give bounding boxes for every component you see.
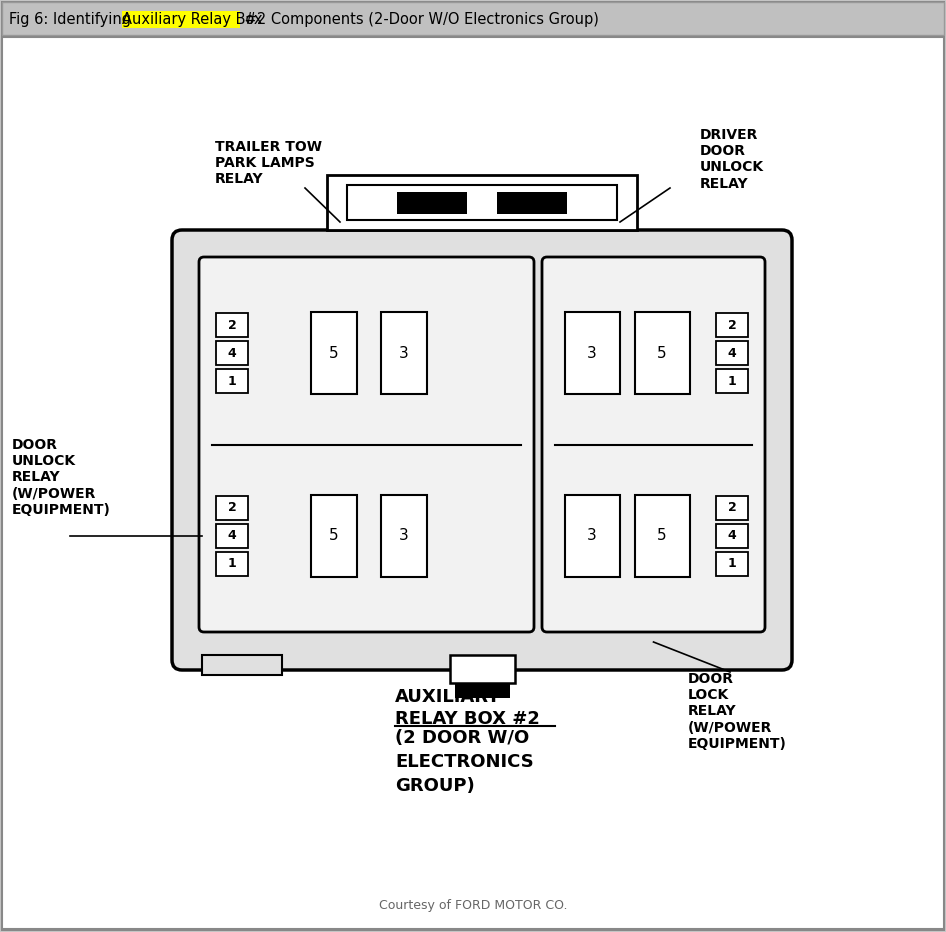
FancyBboxPatch shape bbox=[542, 257, 765, 632]
Bar bbox=[635, 312, 690, 394]
Bar bbox=[216, 313, 248, 337]
Bar bbox=[716, 369, 748, 393]
Text: 4: 4 bbox=[228, 529, 236, 542]
Text: ELECTRONICS: ELECTRONICS bbox=[395, 753, 534, 771]
Bar bbox=[216, 524, 248, 548]
Bar bbox=[397, 191, 467, 213]
Text: DOOR
LOCK
RELAY
(W/POWER
EQUIPMENT): DOOR LOCK RELAY (W/POWER EQUIPMENT) bbox=[688, 672, 787, 751]
Text: Auxiliary Relay Box: Auxiliary Relay Box bbox=[122, 12, 262, 27]
Bar bbox=[216, 369, 248, 393]
Text: (2 DOOR W/O: (2 DOOR W/O bbox=[395, 729, 529, 747]
Text: 5: 5 bbox=[657, 528, 667, 543]
Bar bbox=[2, 2, 944, 35]
Text: 1: 1 bbox=[228, 557, 236, 570]
Bar bbox=[381, 312, 427, 394]
Text: 3: 3 bbox=[399, 346, 409, 361]
Text: 1: 1 bbox=[228, 375, 236, 388]
Text: Courtesy of FORD MOTOR CO.: Courtesy of FORD MOTOR CO. bbox=[378, 898, 568, 911]
FancyBboxPatch shape bbox=[172, 230, 792, 670]
Text: 1: 1 bbox=[727, 557, 736, 570]
Bar bbox=[122, 11, 240, 28]
Text: 3: 3 bbox=[587, 346, 597, 361]
Text: 3: 3 bbox=[399, 528, 409, 543]
Bar bbox=[381, 495, 427, 577]
Bar bbox=[216, 496, 248, 520]
Bar bbox=[454, 683, 510, 698]
Text: 2: 2 bbox=[228, 501, 236, 514]
Text: #2 Components (2-Door W/O Electronics Group): #2 Components (2-Door W/O Electronics Gr… bbox=[240, 12, 599, 27]
Bar bbox=[311, 312, 357, 394]
Bar bbox=[716, 552, 748, 576]
Text: 4: 4 bbox=[727, 529, 736, 542]
Bar bbox=[449, 655, 515, 683]
Text: TRAILER TOW
PARK LAMPS
RELAY: TRAILER TOW PARK LAMPS RELAY bbox=[215, 140, 322, 186]
FancyBboxPatch shape bbox=[199, 257, 534, 632]
Bar bbox=[347, 185, 617, 220]
Bar bbox=[327, 175, 637, 230]
Bar bbox=[716, 524, 748, 548]
Text: 5: 5 bbox=[657, 346, 667, 361]
Text: 5: 5 bbox=[329, 528, 339, 543]
Text: 4: 4 bbox=[727, 347, 736, 360]
Bar bbox=[565, 495, 620, 577]
Text: RELAY BOX #2: RELAY BOX #2 bbox=[395, 710, 540, 728]
Text: 1: 1 bbox=[727, 375, 736, 388]
Bar bbox=[216, 341, 248, 365]
Bar bbox=[202, 655, 282, 675]
Bar bbox=[716, 313, 748, 337]
Text: 5: 5 bbox=[329, 346, 339, 361]
Bar bbox=[635, 495, 690, 577]
Text: 4: 4 bbox=[228, 347, 236, 360]
Text: 2: 2 bbox=[228, 319, 236, 332]
Text: DOOR
UNLOCK
RELAY
(W/POWER
EQUIPMENT): DOOR UNLOCK RELAY (W/POWER EQUIPMENT) bbox=[12, 438, 111, 517]
Bar bbox=[497, 191, 567, 213]
Bar bbox=[216, 552, 248, 576]
Bar bbox=[716, 341, 748, 365]
Bar bbox=[565, 312, 620, 394]
Text: 2: 2 bbox=[727, 501, 736, 514]
Text: DRIVER
DOOR
UNLOCK
RELAY: DRIVER DOOR UNLOCK RELAY bbox=[700, 128, 764, 191]
Bar bbox=[311, 495, 357, 577]
Bar bbox=[716, 496, 748, 520]
Text: 3: 3 bbox=[587, 528, 597, 543]
Text: AUXILIARY: AUXILIARY bbox=[395, 688, 501, 706]
Text: GROUP): GROUP) bbox=[395, 777, 475, 795]
Text: Fig 6: Identifying: Fig 6: Identifying bbox=[9, 12, 135, 27]
Text: 2: 2 bbox=[727, 319, 736, 332]
